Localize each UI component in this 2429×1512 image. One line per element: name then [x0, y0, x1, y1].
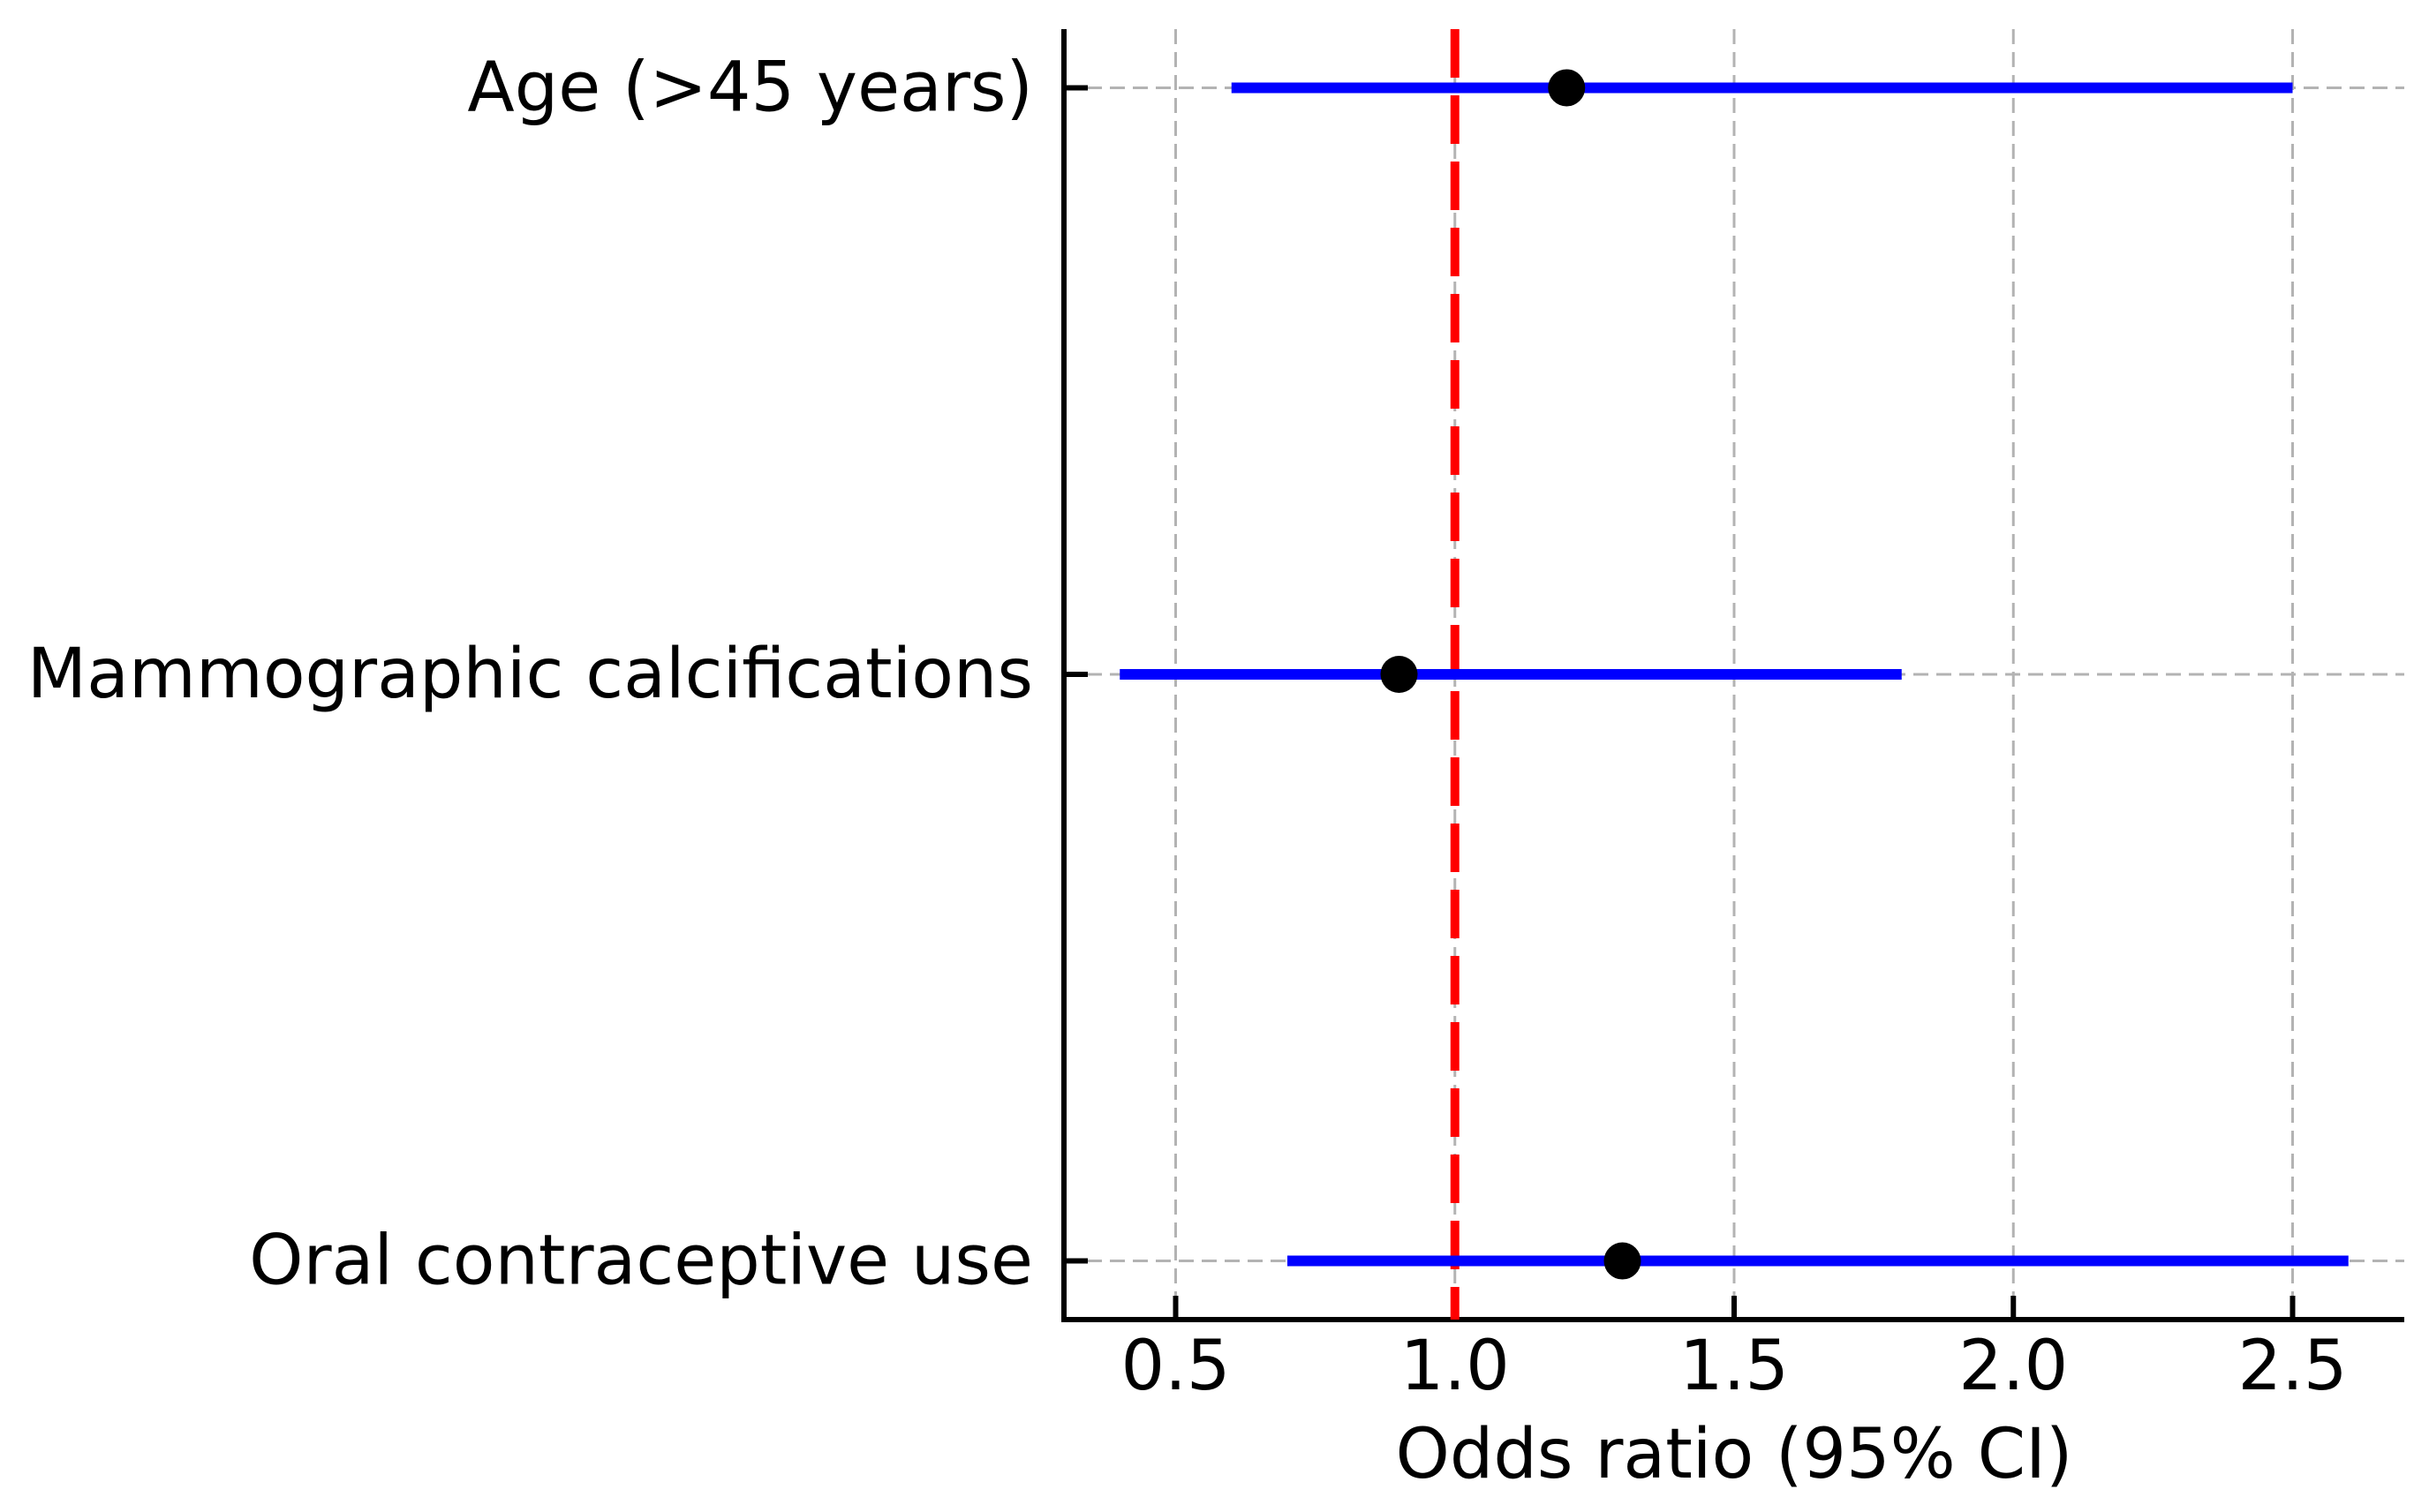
category-label-0: Age (>45 years) — [467, 48, 1033, 127]
x-tick-label-3: 2.0 — [1958, 1327, 2068, 1406]
x-tick-label-0: 0.5 — [1120, 1327, 1230, 1406]
or-point-2 — [1603, 1242, 1641, 1280]
category-label-2: Oral contraceptive use — [249, 1222, 1033, 1301]
or-point-1 — [1380, 656, 1418, 693]
x-tick-label-4: 2.5 — [2237, 1327, 2347, 1406]
category-label-1: Mammographic calcifications — [27, 635, 1033, 714]
or-point-0 — [1548, 69, 1586, 107]
x-tick-label-2: 1.5 — [1679, 1327, 1789, 1406]
x-tick-label-1: 1.0 — [1400, 1327, 1510, 1406]
x-axis-label: Odds ratio (95% CI) — [1396, 1415, 2073, 1494]
